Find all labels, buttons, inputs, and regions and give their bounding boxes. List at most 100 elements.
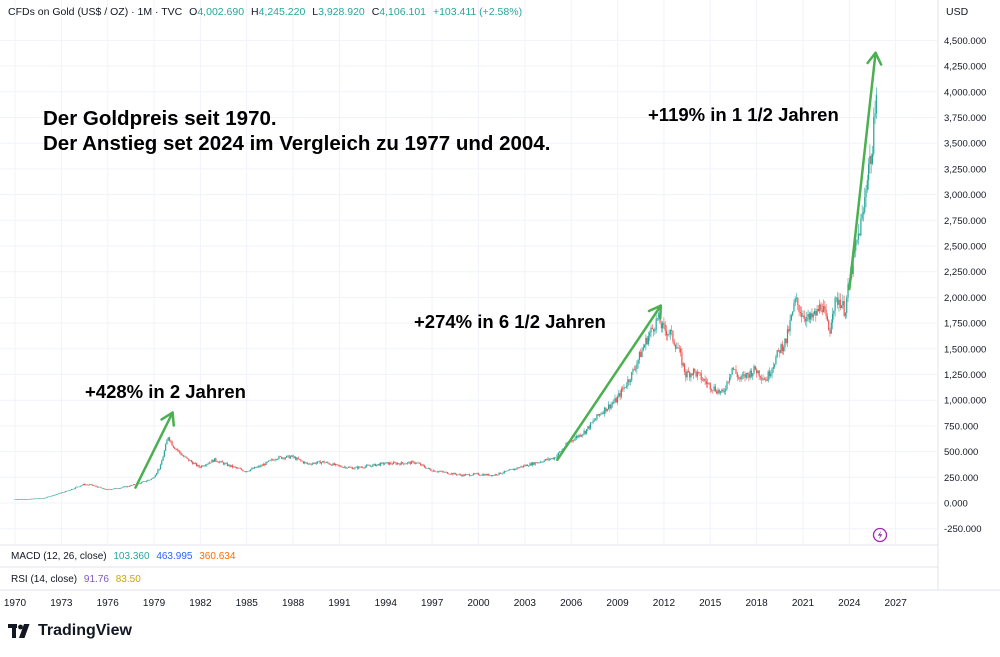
candle-body bbox=[372, 464, 374, 467]
candle-body bbox=[148, 479, 150, 481]
candle-body bbox=[193, 463, 195, 465]
candle-body bbox=[746, 372, 749, 375]
candle-body bbox=[356, 466, 359, 469]
candle-body bbox=[674, 344, 677, 349]
candle-body bbox=[132, 484, 135, 486]
candle-body bbox=[540, 461, 543, 463]
lightning-icon[interactable] bbox=[872, 527, 888, 543]
candle-body bbox=[56, 494, 59, 495]
candle-body bbox=[785, 338, 787, 343]
x-tick-label: 2015 bbox=[699, 598, 722, 609]
candle-body bbox=[499, 472, 501, 474]
candle-body bbox=[865, 189, 867, 198]
candle-body bbox=[251, 468, 253, 470]
candle-body bbox=[362, 467, 364, 468]
candle-body bbox=[795, 297, 798, 299]
candle-body bbox=[515, 468, 517, 470]
candle-body bbox=[118, 488, 120, 490]
candle-body bbox=[606, 409, 608, 412]
x-tick-label: 1979 bbox=[143, 598, 166, 609]
candle-body bbox=[380, 462, 382, 466]
x-tick-label: 2012 bbox=[653, 598, 676, 609]
candle-body bbox=[213, 458, 216, 462]
candle-body bbox=[176, 448, 178, 451]
rsi-legend[interactable]: RSI (14, close) 91.76 83.50 bbox=[11, 574, 141, 585]
candle-body bbox=[466, 474, 468, 475]
candle-body bbox=[452, 473, 454, 475]
candle-body bbox=[520, 466, 522, 468]
candle-body bbox=[180, 452, 182, 455]
candle-body bbox=[168, 437, 171, 441]
candle-body bbox=[297, 457, 299, 460]
candle-body bbox=[579, 434, 581, 437]
y-tick-label: 1,750.000 bbox=[944, 319, 986, 330]
candle-body bbox=[25, 499, 28, 500]
candle-body bbox=[27, 499, 29, 500]
candle-body bbox=[305, 462, 307, 463]
candle-body bbox=[781, 344, 783, 352]
candle-body bbox=[739, 377, 741, 380]
candle-body bbox=[126, 486, 128, 488]
candle-body bbox=[51, 495, 53, 497]
x-tick-label: 2003 bbox=[514, 598, 537, 609]
candle-body bbox=[404, 463, 406, 465]
x-tick-label: 2009 bbox=[606, 598, 629, 609]
candle-body bbox=[329, 464, 332, 465]
candle-body bbox=[512, 469, 514, 471]
candle-body bbox=[609, 404, 611, 409]
candle-body bbox=[862, 212, 865, 214]
candle-body bbox=[288, 455, 290, 459]
candle-body bbox=[441, 471, 444, 472]
candle-body bbox=[55, 494, 57, 496]
candle-body bbox=[340, 465, 342, 467]
candle-body bbox=[475, 473, 477, 475]
candle-body bbox=[834, 297, 836, 311]
candle-body bbox=[695, 371, 697, 377]
candle-body bbox=[689, 372, 691, 378]
candle-body bbox=[552, 458, 554, 460]
tradingview-logo[interactable]: TradingView bbox=[8, 622, 132, 640]
candle-body bbox=[530, 463, 532, 466]
candle-body bbox=[730, 374, 732, 378]
candle-body bbox=[167, 437, 169, 441]
candle-body bbox=[560, 451, 562, 452]
candle-body bbox=[271, 459, 274, 461]
candle-body bbox=[861, 213, 863, 219]
candle-body bbox=[819, 304, 821, 312]
candle-body bbox=[651, 327, 653, 329]
candle-body bbox=[479, 474, 481, 476]
candle-body bbox=[405, 463, 407, 465]
candle-body bbox=[544, 459, 547, 461]
candle-body bbox=[640, 351, 642, 358]
candle-body bbox=[534, 462, 536, 465]
price-axis-ticks: 4,500.000 4,250.000 4,000.000 3,750.000 3,50… bbox=[944, 36, 986, 535]
candle-body bbox=[830, 322, 832, 334]
candle-body bbox=[161, 460, 163, 465]
candle-body bbox=[825, 309, 827, 317]
candle-body bbox=[821, 310, 823, 313]
candle-body bbox=[582, 434, 584, 436]
candle-body bbox=[516, 467, 518, 470]
candle-body bbox=[99, 486, 101, 488]
candle-body bbox=[386, 462, 388, 463]
candle-body bbox=[700, 373, 702, 380]
y-tick-label: 500.000 bbox=[944, 447, 978, 458]
candle-body bbox=[779, 350, 781, 353]
macd-legend[interactable]: MACD (12, 26, close) 103.360 463.995 360… bbox=[11, 551, 236, 562]
candle-body bbox=[140, 482, 142, 484]
candle-body bbox=[703, 379, 705, 381]
candle-body bbox=[217, 461, 220, 463]
candle-body bbox=[192, 461, 194, 465]
candle-body bbox=[16, 499, 19, 501]
y-tick-label: 3,500.000 bbox=[944, 139, 986, 150]
candle-body bbox=[448, 473, 450, 475]
x-tick-label: 1994 bbox=[375, 598, 398, 609]
candle-body bbox=[550, 458, 552, 460]
candle-body bbox=[195, 463, 198, 467]
candle-body bbox=[86, 484, 88, 486]
candle-body bbox=[109, 489, 111, 490]
candle-body bbox=[732, 367, 735, 370]
candle-body bbox=[598, 414, 601, 416]
candle-body bbox=[663, 322, 665, 325]
